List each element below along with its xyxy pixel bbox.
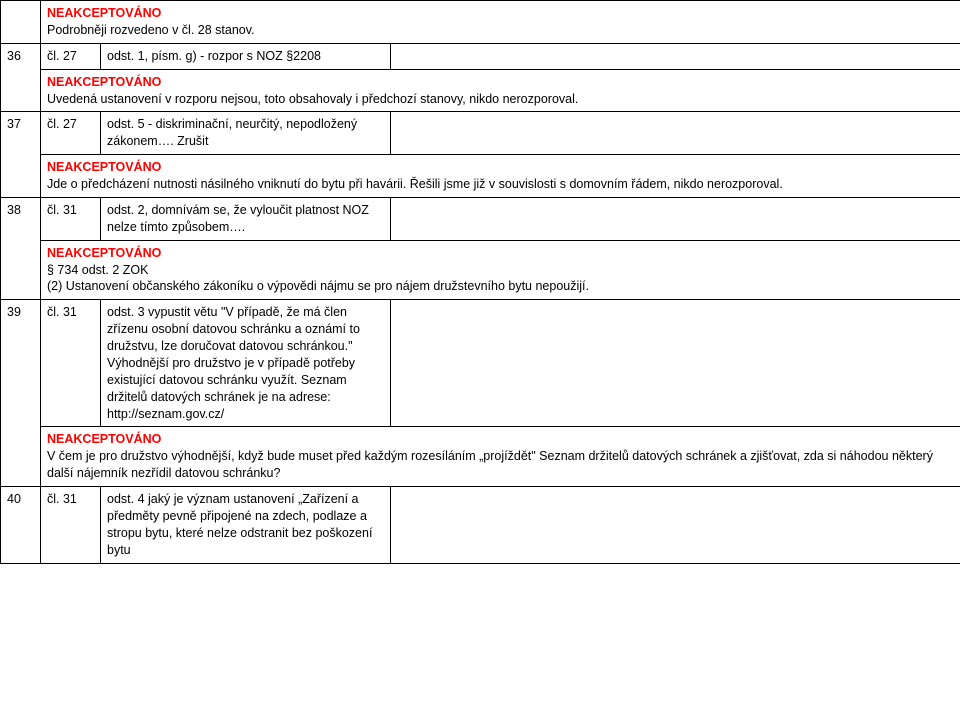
row-number: 38 bbox=[1, 197, 41, 299]
response-text: (2) Ustanovení občanského zákoníku o výp… bbox=[47, 279, 589, 293]
row-number: 40 bbox=[1, 487, 41, 564]
comment-desc: odst. 4 jaký je význam ustanovení „Zaříz… bbox=[101, 487, 391, 564]
response-cell: NEAKCEPTOVÁNO V čem je pro družstvo výho… bbox=[41, 427, 960, 487]
empty-cell bbox=[391, 300, 960, 427]
table-row: NEAKCEPTOVÁNO Jde o předcházení nutnosti… bbox=[1, 155, 960, 198]
table-row: NEAKCEPTOVÁNO V čem je pro družstvo výho… bbox=[1, 427, 960, 487]
table-row: NEAKCEPTOVÁNO Podrobněji rozvedeno v čl.… bbox=[1, 1, 960, 44]
status-label: NEAKCEPTOVÁNO bbox=[47, 75, 161, 89]
comments-table: NEAKCEPTOVÁNO Podrobněji rozvedeno v čl.… bbox=[0, 0, 960, 564]
status-label: NEAKCEPTOVÁNO bbox=[47, 432, 161, 446]
table-row: 36 čl. 27 odst. 1, písm. g) - rozpor s N… bbox=[1, 43, 960, 69]
table-row: NEAKCEPTOVÁNO § 734 odst. 2 ZOK (2) Usta… bbox=[1, 240, 960, 300]
comment-desc: odst. 5 - diskriminační, neurčitý, nepod… bbox=[101, 112, 391, 155]
row-number: 37 bbox=[1, 112, 41, 198]
comment-desc: odst. 3 vypustit větu "V případě, že má … bbox=[101, 300, 391, 427]
empty-cell bbox=[391, 487, 960, 564]
row-number: 39 bbox=[1, 300, 41, 487]
status-label: NEAKCEPTOVÁNO bbox=[47, 160, 161, 174]
response-cell: NEAKCEPTOVÁNO Jde o předcházení nutnosti… bbox=[41, 155, 960, 198]
response-cell: NEAKCEPTOVÁNO § 734 odst. 2 ZOK (2) Usta… bbox=[41, 240, 960, 300]
table-row: NEAKCEPTOVÁNO Uvedená ustanovení v rozpo… bbox=[1, 69, 960, 112]
empty-cell bbox=[391, 43, 960, 69]
row-number bbox=[1, 1, 41, 44]
response-text: Podrobněji rozvedeno v čl. 28 stanov. bbox=[47, 23, 255, 37]
status-label: NEAKCEPTOVÁNO bbox=[47, 246, 161, 260]
table-row: 37 čl. 27 odst. 5 - diskriminační, neurč… bbox=[1, 112, 960, 155]
response-cell: NEAKCEPTOVÁNO Podrobněji rozvedeno v čl.… bbox=[41, 1, 960, 44]
status-label: NEAKCEPTOVÁNO bbox=[47, 6, 161, 20]
table-row: 39 čl. 31 odst. 3 vypustit větu "V přípa… bbox=[1, 300, 960, 427]
comment-desc: odst. 1, písm. g) - rozpor s NOZ §2208 bbox=[101, 43, 391, 69]
table-row: 38 čl. 31 odst. 2, domnívám se, že vylou… bbox=[1, 197, 960, 240]
article-ref: čl. 31 bbox=[41, 487, 101, 564]
row-number: 36 bbox=[1, 43, 41, 112]
response-extra: § 734 odst. 2 ZOK bbox=[47, 263, 148, 277]
comment-desc: odst. 2, domnívám se, že vyloučit platno… bbox=[101, 197, 391, 240]
empty-cell bbox=[391, 197, 960, 240]
article-ref: čl. 31 bbox=[41, 300, 101, 427]
response-cell: NEAKCEPTOVÁNO Uvedená ustanovení v rozpo… bbox=[41, 69, 960, 112]
response-text: Jde o předcházení nutnosti násilného vni… bbox=[47, 177, 783, 191]
page: NEAKCEPTOVÁNO Podrobněji rozvedeno v čl.… bbox=[0, 0, 960, 564]
response-text: V čem je pro družstvo výhodnější, když b… bbox=[47, 449, 933, 480]
article-ref: čl. 27 bbox=[41, 112, 101, 155]
article-ref: čl. 27 bbox=[41, 43, 101, 69]
empty-cell bbox=[391, 112, 960, 155]
response-text: Uvedená ustanovení v rozporu nejsou, tot… bbox=[47, 92, 578, 106]
table-row: 40 čl. 31 odst. 4 jaký je význam ustanov… bbox=[1, 487, 960, 564]
article-ref: čl. 31 bbox=[41, 197, 101, 240]
